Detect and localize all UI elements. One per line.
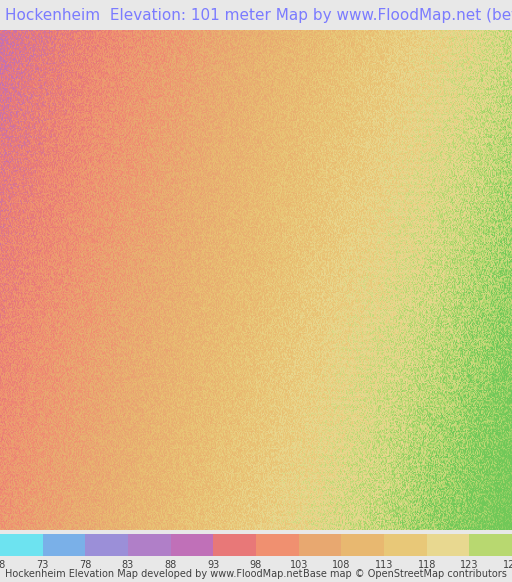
Bar	[86, 534, 128, 556]
Text: 113: 113	[375, 560, 393, 570]
Bar	[128, 534, 170, 556]
Bar	[470, 534, 512, 556]
Bar	[298, 534, 342, 556]
Bar	[170, 534, 214, 556]
Text: Base map © OpenStreetMap contributors: Base map © OpenStreetMap contributors	[303, 569, 507, 580]
Text: 98: 98	[250, 560, 262, 570]
Text: 93: 93	[207, 560, 220, 570]
Text: 128: 128	[503, 560, 512, 570]
Text: 103: 103	[289, 560, 308, 570]
Text: Hockenheim  Elevation: 101 meter Map by www.FloodMap.net (beta): Hockenheim Elevation: 101 meter Map by w…	[5, 8, 512, 23]
Text: 123: 123	[460, 560, 479, 570]
Bar	[256, 534, 298, 556]
Bar	[384, 534, 426, 556]
Bar	[214, 534, 256, 556]
Bar	[342, 534, 384, 556]
Text: 88: 88	[164, 560, 177, 570]
Bar	[426, 534, 470, 556]
Text: 73: 73	[36, 560, 49, 570]
Text: 68: 68	[0, 560, 6, 570]
Text: Hockenheim Elevation Map developed by www.FloodMap.net: Hockenheim Elevation Map developed by ww…	[5, 569, 303, 580]
Text: 108: 108	[332, 560, 351, 570]
Text: 83: 83	[122, 560, 134, 570]
Bar	[0, 534, 42, 556]
Bar	[42, 534, 86, 556]
Text: 78: 78	[79, 560, 92, 570]
Text: 118: 118	[417, 560, 436, 570]
